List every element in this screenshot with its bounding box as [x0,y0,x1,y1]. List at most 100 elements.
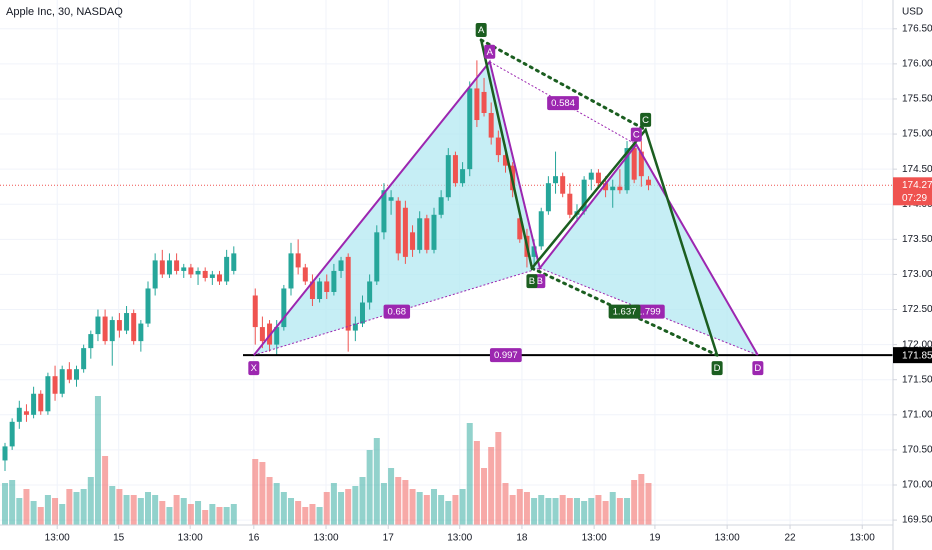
axes: 169.50 170.00 170.50 171.00 171.50 172.00 172.… [45,23,932,544]
volume-bar [330,483,337,525]
candle-body [45,376,51,412]
candle-body [181,267,187,271]
candle-body [145,288,151,324]
pattern-dotted-leg [530,266,719,357]
volume-bar [66,489,73,525]
candles [2,60,651,471]
volume-bar [388,468,395,525]
candle-body [309,281,315,299]
volume-bar [230,504,237,525]
point-box [526,274,538,289]
candle-body [538,211,544,247]
y-tick-label: 172.00 [902,339,932,350]
y-tick-label: 176.50 [902,23,932,34]
volume-pane [2,396,652,525]
y-tick-label: 176.00 [902,59,932,70]
volume-bar [9,480,16,525]
candle-body [81,348,87,370]
volume-bar [566,498,573,525]
candle-body [417,218,423,250]
x-tick-label: 13:00 [447,533,472,544]
candle-body [295,253,301,268]
volume-bar [523,492,530,525]
y-tick-label: 173.50 [902,234,932,245]
volume-bar [359,477,366,525]
candle-body [567,193,573,215]
candle-body [52,376,58,394]
point-box [711,361,723,376]
x-tick-label: 19 [649,533,661,544]
volume-bar [195,501,202,525]
candle-body [102,316,108,342]
volume-bar [345,489,352,525]
candle-body [166,260,172,275]
volume-bar [645,483,652,525]
ratio-label: 0.997 [494,350,518,361]
volume-bar [52,498,59,525]
candle-body [624,148,630,191]
volume-bar [416,492,423,525]
candle-body [545,183,551,212]
point-box [640,112,652,127]
y-tick-label: 170.00 [902,480,932,491]
volume-bar [373,438,380,525]
volume-bar [380,483,387,525]
candle-body [460,169,466,184]
candle-body [474,88,480,121]
point-label: D [714,363,721,374]
candle-body [131,313,137,342]
volume-bar [423,495,430,525]
volume-bar [152,495,159,525]
ratio-box [632,304,665,319]
x-tick-label: 13:00 [850,533,875,544]
candle-body [109,320,115,342]
candle-body [495,137,501,156]
candle-body [359,302,365,324]
volume-bar [430,489,437,525]
candle-body [124,313,130,331]
volume-bar [581,501,588,525]
candle-body [331,270,337,292]
volume-bar [624,498,631,525]
volume-bar [130,495,137,525]
candle-body [74,369,80,380]
point-box [248,361,260,376]
candle-body [95,316,101,335]
candle-body [174,260,180,271]
ratio-label: 1.799 [637,307,661,318]
y-tick-label: 173.00 [902,269,932,280]
candle-body [617,186,623,191]
candle-body [59,369,65,394]
volume-bar [187,504,194,525]
ratio-label: 1.637 [613,307,637,318]
x-tick-label: 22 [784,533,796,544]
ratio-box [489,348,522,363]
volume-bar [602,501,609,525]
candle-body [188,267,194,275]
volume-bar [559,495,566,525]
point-label: D [754,363,761,374]
candle-body [195,270,201,275]
volume-bar [109,486,116,525]
candle-body [31,393,37,415]
candle-body [467,88,473,170]
candle-body [581,179,587,212]
candle-body [317,281,323,299]
last-price-label: 174.27 [902,180,932,191]
candle-body [431,214,437,250]
pattern-legs [479,39,719,356]
volume-bar [73,492,80,525]
level-price-box [893,347,932,364]
y-tick-label: 175.00 [902,129,932,140]
volume-bar [545,498,552,525]
y-tick-label: 175.50 [902,94,932,105]
volume-bar [516,489,523,525]
candle-body [438,197,444,215]
y-tick-label: 169.50 [902,515,932,526]
volume-bar [531,498,538,525]
volume-bar [116,489,123,525]
candle-body [395,200,401,254]
candle-body [352,323,358,331]
volume-bar [631,480,638,525]
candle-body [9,421,15,447]
